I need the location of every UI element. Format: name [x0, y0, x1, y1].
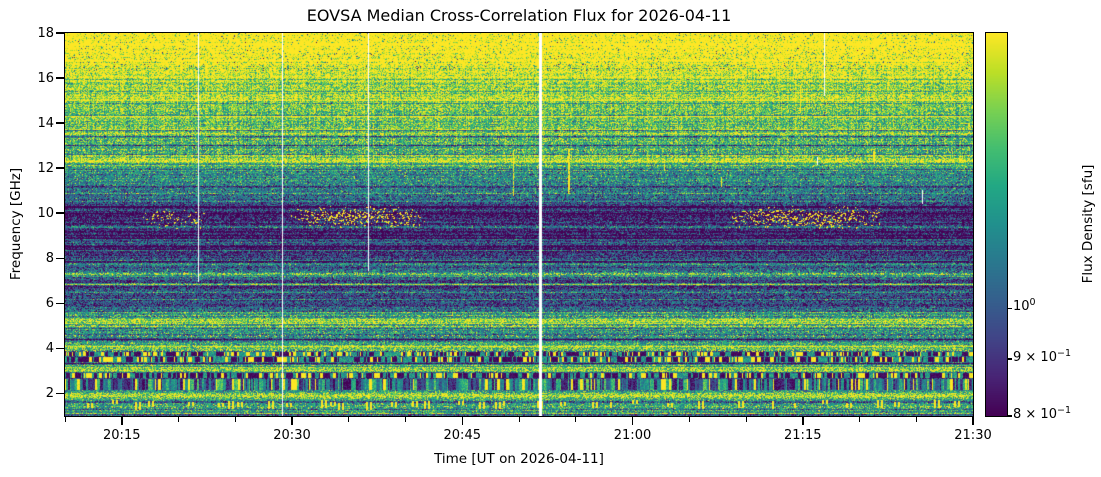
y-major-tick: [56, 257, 64, 260]
x-tick-label: 20:30: [273, 428, 311, 443]
x-major-tick: [972, 417, 974, 425]
y-tick-label: 18: [37, 25, 54, 41]
colorbar-tick-label: 8 × 10−1: [1013, 405, 1071, 422]
x-major-tick: [802, 417, 804, 425]
x-minor-tick: [405, 417, 406, 422]
spectrogram-heatmap-canvas: [65, 33, 973, 416]
y-tick-label: 16: [37, 70, 54, 86]
x-tick-label: 20:45: [443, 428, 481, 443]
x-major-tick: [631, 417, 634, 425]
y-tick-label: 4: [45, 340, 54, 356]
colorbar-tick-exponent: −1: [1056, 405, 1071, 416]
colorbar-canvas: [986, 33, 1007, 416]
y-tick-label: 6: [45, 295, 54, 311]
y-major-tick: [56, 392, 64, 395]
x-major-tick: [461, 417, 463, 425]
colorbar-tick-base: 8 × 10: [1013, 407, 1057, 422]
colorbar-tick-base: 10: [1013, 299, 1030, 315]
x-tick-label: 21:30: [954, 428, 992, 443]
x-minor-tick: [518, 417, 520, 422]
x-minor-tick: [178, 417, 179, 422]
x-minor-tick: [915, 417, 917, 422]
x-minor-tick: [575, 417, 577, 422]
colorbar-tick: [1008, 358, 1012, 360]
x-axis-label: Time [UT on 2026-04-11]: [434, 451, 604, 467]
x-minor-tick: [348, 417, 350, 422]
colorbar-label: Flux Density [sfu]: [1080, 164, 1096, 284]
y-major-tick: [56, 122, 64, 124]
y-major-tick: [56, 302, 64, 305]
x-minor-tick: [745, 417, 747, 422]
x-tick-label: 21:00: [613, 428, 652, 443]
y-tick-label: 8: [45, 250, 54, 266]
y-tick-label: 2: [45, 385, 54, 401]
x-minor-tick: [234, 417, 236, 422]
y-major-tick: [56, 347, 64, 350]
colorbar-tick-base: 9 × 10: [1013, 350, 1057, 366]
x-tick-label: 20:15: [103, 428, 141, 443]
colorbar-tick-exponent: 0: [1029, 297, 1036, 309]
y-major-tick: [56, 167, 64, 169]
y-tick-label: 14: [37, 115, 54, 131]
colorbar-tick-label: 100: [1013, 297, 1036, 315]
colorbar-tick-exponent: −1: [1056, 348, 1071, 360]
x-minor-tick: [688, 417, 690, 422]
x-tick-label: 21:15: [784, 428, 822, 443]
y-major-tick: [56, 77, 64, 79]
y-major-tick: [56, 212, 64, 214]
y-major-tick: [56, 32, 64, 34]
chart-title: EOVSA Median Cross-Correlation Flux for …: [306, 6, 732, 25]
y-tick-label: 10: [37, 205, 54, 221]
colorbar-tick: [1008, 307, 1012, 310]
x-minor-tick: [64, 417, 66, 422]
x-major-tick: [291, 417, 293, 425]
y-tick-label: 12: [37, 160, 54, 176]
colorbar-tick: [1008, 415, 1012, 417]
x-minor-tick: [859, 417, 860, 422]
colorbar-tick-label: 9 × 10−1: [1013, 348, 1071, 366]
x-major-tick: [121, 417, 123, 425]
